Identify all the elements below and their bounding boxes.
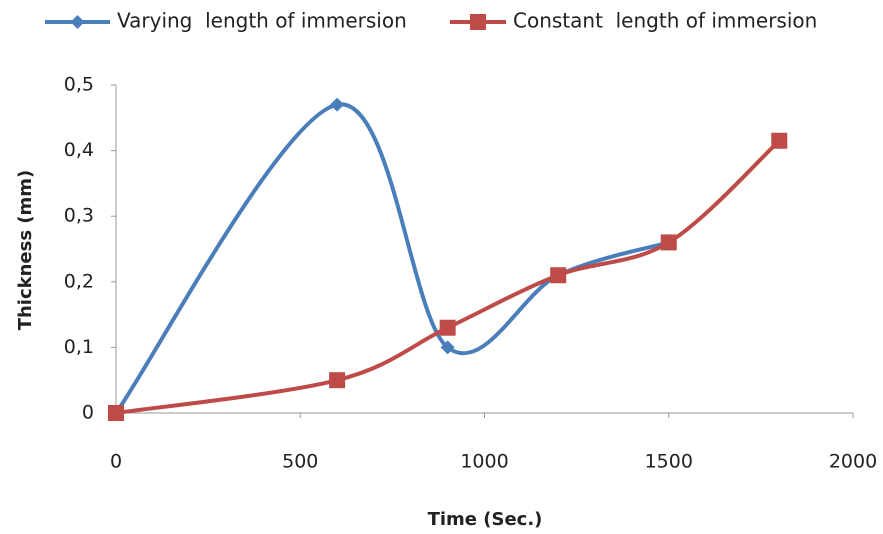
data-point [771, 132, 788, 149]
data-point [550, 267, 567, 284]
legend-label: Constant length of immersion [513, 9, 817, 33]
legend-marker [470, 14, 486, 30]
x-tick-label: 1000 [460, 451, 508, 473]
y-tick-label: 0,1 [64, 336, 94, 358]
x-tick-label: 1500 [645, 451, 693, 473]
y-tick-label: 0,2 [64, 270, 94, 292]
data-point [439, 319, 456, 336]
data-point [660, 234, 677, 251]
y-tick-label: 0,5 [64, 74, 94, 96]
x-axis-title: Time (Sec.) [428, 509, 543, 530]
legend-label: Varying length of immersion [117, 9, 407, 33]
y-tick-label: 0,3 [64, 205, 94, 227]
x-tick-label: 0 [110, 451, 122, 473]
series-line [115, 139, 781, 415]
y-tick-label: 0 [82, 402, 94, 424]
y-tick-label: 0,4 [64, 139, 94, 161]
y-axis-title: Thickness (mm) [15, 170, 36, 331]
legend-marker [70, 15, 85, 29]
data-point [108, 405, 124, 421]
data-point [329, 372, 346, 389]
x-tick-label: 500 [282, 451, 318, 473]
series-line [114, 102, 670, 415]
data-point [440, 340, 455, 355]
data-point [330, 97, 345, 112]
x-tick-label: 2000 [829, 451, 877, 473]
